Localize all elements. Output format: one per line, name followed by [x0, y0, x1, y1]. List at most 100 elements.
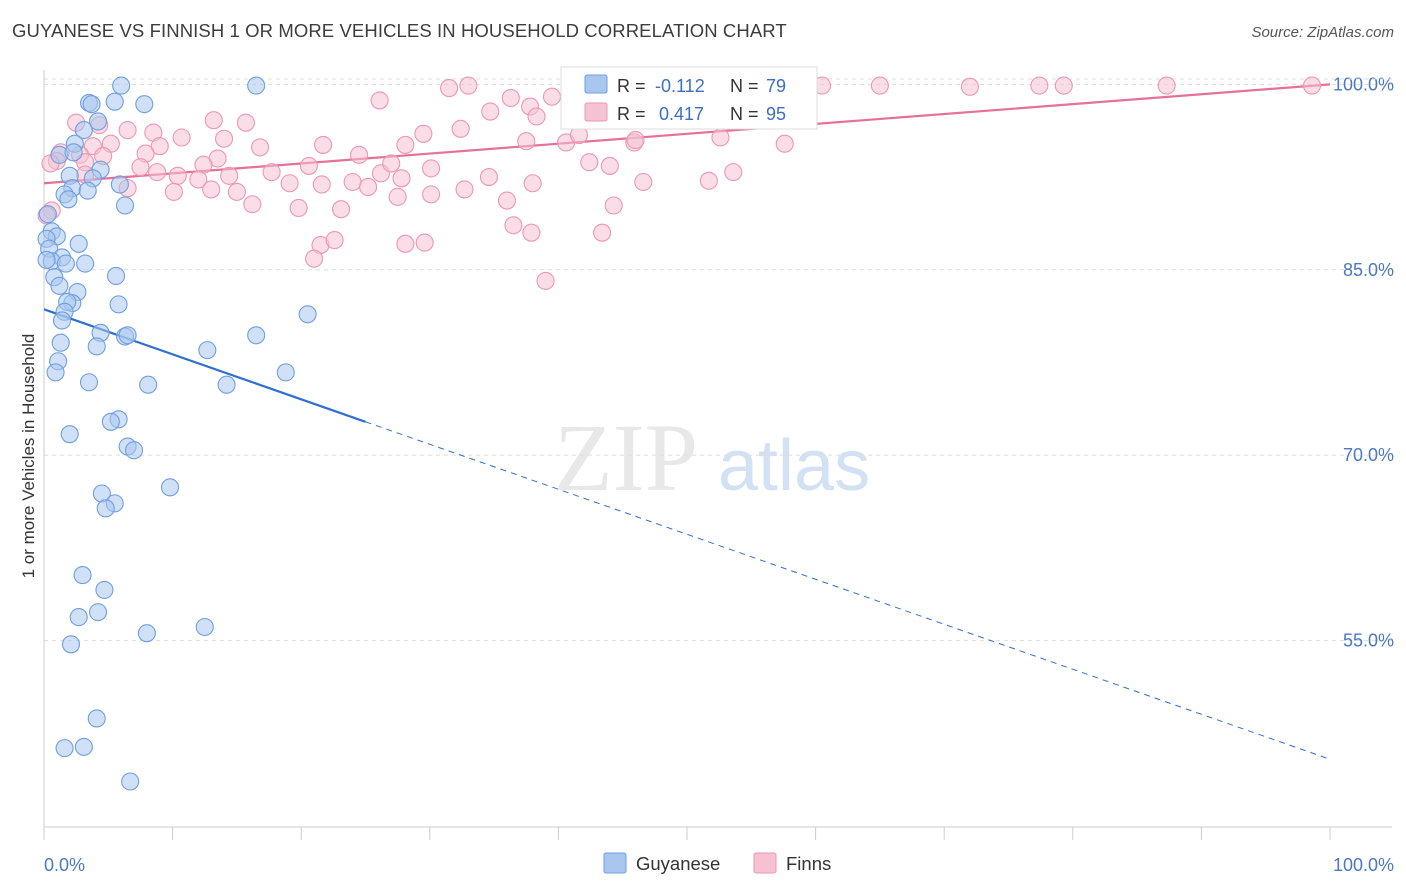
point-guyanese: [60, 425, 79, 444]
point-guyanese: [110, 175, 129, 194]
point-guyanese: [160, 478, 180, 497]
point-guyanese: [105, 92, 124, 111]
point-guyanese: [87, 709, 106, 728]
stats-n-label-finns: N =: [730, 104, 759, 124]
stats-swatch-guyanese: [584, 74, 608, 94]
point-guyanese: [64, 143, 83, 162]
point-finns: [414, 124, 433, 143]
point-guyanese: [59, 190, 78, 209]
point-finns: [522, 223, 541, 242]
point-guyanese: [95, 580, 114, 599]
point-finns: [325, 231, 344, 250]
point-finns: [312, 175, 331, 194]
x-tick-label-min: 0.0%: [44, 855, 85, 875]
watermark-atlas: atlas: [718, 426, 870, 506]
trend-line-guyanese-extension: [365, 421, 1331, 760]
point-guyanese: [74, 121, 93, 140]
source-label: Source: ZipAtlas.com: [1251, 24, 1394, 41]
point-guyanese: [74, 737, 93, 756]
stats-swatch-finns: [584, 102, 608, 122]
point-finns: [724, 163, 743, 182]
stats-n-label-guyanese: N =: [730, 76, 759, 96]
point-finns: [455, 180, 474, 199]
legend-swatch-guyanese: [603, 852, 627, 874]
point-finns: [396, 135, 415, 154]
point-finns: [164, 182, 183, 201]
point-finns: [262, 163, 281, 182]
point-guyanese: [195, 617, 214, 637]
point-finns: [422, 159, 441, 178]
point-finns: [542, 87, 562, 106]
point-guyanese: [137, 624, 156, 643]
point-finns: [396, 234, 415, 253]
point-finns: [600, 156, 619, 175]
y-axis-label: 1 or more Vehicles in Household: [19, 334, 38, 579]
point-guyanese: [101, 412, 120, 431]
point-finns: [459, 76, 478, 95]
point-guyanese: [87, 337, 106, 356]
point-finns: [299, 156, 318, 175]
point-guyanese: [56, 254, 75, 273]
point-finns: [711, 128, 730, 147]
point-finns: [1302, 76, 1322, 95]
point-finns: [501, 88, 520, 108]
point-finns: [440, 79, 459, 98]
watermark-zip: ZIP: [554, 404, 698, 511]
point-finns: [350, 145, 369, 164]
stats-r-value-guyanese: -0.112: [655, 76, 705, 96]
point-finns: [580, 153, 599, 172]
point-finns: [451, 119, 470, 138]
grid-lines: 55.0% 70.0% 85.0% 100.0%: [44, 74, 1394, 651]
stats-r-label-finns: R =: [617, 104, 646, 124]
point-finns: [517, 132, 536, 151]
stats-box: R = -0.112 N = 79 R = 0.417 N = 95: [560, 66, 818, 130]
point-finns: [172, 128, 191, 147]
point-guyanese: [112, 76, 131, 95]
point-guyanese: [61, 635, 81, 654]
point-guyanese: [139, 375, 158, 394]
point-guyanese: [118, 326, 137, 345]
point-guyanese: [198, 341, 217, 360]
point-guyanese: [96, 499, 115, 518]
point-finns: [699, 171, 718, 190]
axes: [43, 70, 1392, 840]
point-guyanese: [88, 112, 108, 131]
stats-r-label-guyanese: R =: [617, 76, 646, 96]
point-finns: [131, 158, 150, 177]
point-guyanese: [79, 373, 99, 392]
point-finns: [481, 102, 500, 121]
legend-label-guyanese: Guyanese: [636, 853, 720, 874]
x-tick-label-max: 100.0%: [1333, 855, 1394, 875]
point-finns: [168, 166, 187, 185]
stats-n-value-guyanese: 79: [766, 76, 786, 96]
point-finns: [332, 200, 351, 219]
watermark: ZIP atlas: [554, 404, 870, 511]
legend-swatch-finns: [753, 852, 777, 874]
point-guyanese: [78, 181, 97, 200]
point-finns: [343, 172, 362, 192]
point-finns: [523, 174, 542, 193]
point-finns: [250, 138, 270, 157]
point-finns: [479, 168, 499, 187]
point-finns: [204, 111, 223, 130]
point-finns: [504, 216, 523, 235]
legend: Guyanese Finns: [603, 852, 831, 874]
point-finns: [148, 163, 167, 182]
point-finns: [118, 121, 137, 140]
point-guyanese: [52, 311, 72, 330]
point-finns: [536, 271, 555, 290]
point-finns: [1030, 76, 1049, 95]
point-finns: [604, 196, 623, 215]
point-guyanese: [69, 234, 88, 253]
point-finns: [214, 129, 234, 148]
point-guyanese: [76, 254, 95, 273]
stats-n-value-finns: 95: [766, 104, 786, 124]
legend-label-finns: Finns: [786, 853, 831, 874]
point-finns: [415, 233, 434, 252]
point-guyanese: [51, 333, 70, 352]
point-finns: [189, 170, 208, 189]
point-finns: [236, 113, 255, 132]
point-finns: [370, 91, 389, 110]
point-guyanese: [50, 276, 69, 295]
